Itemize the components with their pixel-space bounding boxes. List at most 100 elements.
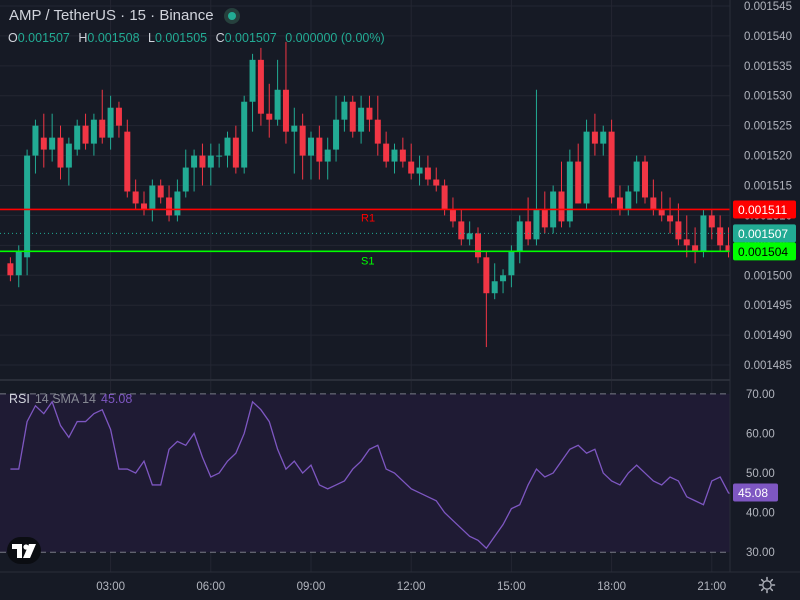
- low-label: L: [148, 31, 155, 45]
- price-tick-label: 0.001485: [744, 360, 792, 372]
- candle-up: [90, 119, 97, 144]
- candle-down: [475, 233, 481, 258]
- candle-up: [416, 167, 423, 174]
- candle-down: [282, 89, 289, 132]
- price-tick-label: 0.001525: [744, 121, 792, 133]
- rsi-band: [0, 393, 730, 553]
- candle-up: [600, 131, 607, 144]
- candle-down: [433, 179, 440, 186]
- candle-up: [324, 149, 331, 162]
- candle-up: [15, 251, 22, 276]
- candle-down: [616, 197, 623, 210]
- candle-up: [508, 251, 515, 276]
- rsi-name: RSI: [9, 392, 30, 406]
- candle-up: [32, 125, 39, 156]
- candle-up: [308, 137, 314, 156]
- candle-up: [358, 107, 365, 132]
- tradingview-logo-icon[interactable]: [7, 537, 41, 564]
- gear-icon[interactable]: [757, 575, 777, 595]
- candle-up: [341, 101, 348, 120]
- close-value: 0.001507: [224, 31, 277, 45]
- time-tick-label: 21:00: [697, 581, 726, 593]
- open-value: 0.001507: [17, 31, 70, 45]
- candle-down: [57, 137, 64, 168]
- rsi-params: 14 SMA 14: [34, 392, 96, 406]
- level-name-s1: S1: [361, 255, 374, 267]
- price-tick-label: 0.001545: [744, 1, 792, 13]
- candle-down: [257, 59, 264, 114]
- candle-down: [717, 227, 724, 246]
- time-tick-label: 12:00: [397, 581, 426, 593]
- candle-down: [667, 215, 674, 222]
- time-tick-label: 06:00: [196, 581, 225, 593]
- candle-up: [191, 155, 198, 168]
- candle-up: [625, 191, 632, 210]
- price-tick-label: 0.001530: [744, 91, 792, 103]
- candle-down: [232, 137, 239, 168]
- candle-up: [182, 167, 189, 192]
- candle-down: [299, 125, 306, 156]
- candle-up: [500, 275, 507, 282]
- candle-up: [516, 221, 523, 252]
- candle-down: [541, 209, 548, 228]
- price-tick-label: 0.001520: [744, 151, 792, 163]
- market-open-dot-icon: [223, 7, 240, 24]
- change-value: 0.000000 (0.00%): [285, 31, 385, 45]
- candle-down: [408, 161, 415, 174]
- candle-down: [316, 137, 323, 162]
- candle-up: [391, 149, 398, 162]
- time-tick-label: 18:00: [597, 581, 626, 593]
- support-price-tag-label: 0.001504: [738, 245, 788, 259]
- candle-up: [24, 155, 31, 258]
- candle-down: [141, 203, 147, 210]
- symbol-title[interactable]: AMP / TetherUS · 15 · Binance: [9, 7, 240, 24]
- candle-down: [608, 131, 615, 198]
- candle-down: [7, 263, 14, 276]
- time-tick-label: 09:00: [297, 581, 326, 593]
- candle-down: [642, 161, 648, 198]
- high-value: 0.001508: [87, 31, 140, 45]
- candle-up: [107, 107, 114, 138]
- candle-up: [633, 161, 640, 192]
- rsi-tick-label: 40.00: [746, 508, 775, 520]
- price-tick-label: 0.001490: [744, 330, 792, 342]
- candle-down: [115, 107, 122, 126]
- candle-up: [583, 131, 590, 204]
- level-name-r1: R1: [361, 212, 375, 224]
- price-tick-label: 0.001540: [744, 31, 792, 43]
- candle-down: [99, 119, 106, 138]
- candle-up: [74, 125, 81, 150]
- candle-up: [533, 209, 540, 240]
- ohlc-legend: O0.001507 H0.001508 L0.001505 C0.001507 …: [8, 31, 390, 45]
- rsi-legend-value: 45.08: [101, 392, 133, 406]
- candle-down: [575, 161, 582, 204]
- rsi-legend[interactable]: RSI 14 SMA 14 45.08: [9, 392, 132, 406]
- candle-up: [65, 143, 72, 168]
- open-label: O: [8, 31, 18, 45]
- candle-up: [224, 137, 231, 156]
- close-label: C: [215, 31, 225, 45]
- candle-up: [700, 215, 707, 252]
- candle-down: [366, 107, 373, 120]
- candle-down: [399, 149, 406, 162]
- price-tick-label: 0.001515: [744, 181, 792, 193]
- candle-down: [132, 191, 139, 204]
- candle-down: [40, 137, 47, 150]
- candle-down: [692, 245, 699, 252]
- rsi-tick-label: 70.00: [746, 389, 775, 401]
- candle-down: [383, 143, 390, 162]
- candle-up: [49, 137, 56, 150]
- gear-glyph: [758, 576, 776, 594]
- rsi-value-tag-label: 45.08: [738, 486, 768, 500]
- price-tick-label: 0.001535: [744, 61, 792, 73]
- symbol-title-text: AMP / TetherUS · 15 · Binance: [9, 7, 214, 24]
- candle-down: [591, 131, 598, 144]
- rsi-tick-label: 50.00: [746, 468, 775, 480]
- candle-down: [441, 185, 448, 210]
- last-price-tag-label: 0.001507: [738, 227, 788, 241]
- candle-up: [466, 233, 473, 240]
- last-price-tag: [733, 224, 796, 243]
- rsi-tick-label: 60.00: [746, 428, 775, 440]
